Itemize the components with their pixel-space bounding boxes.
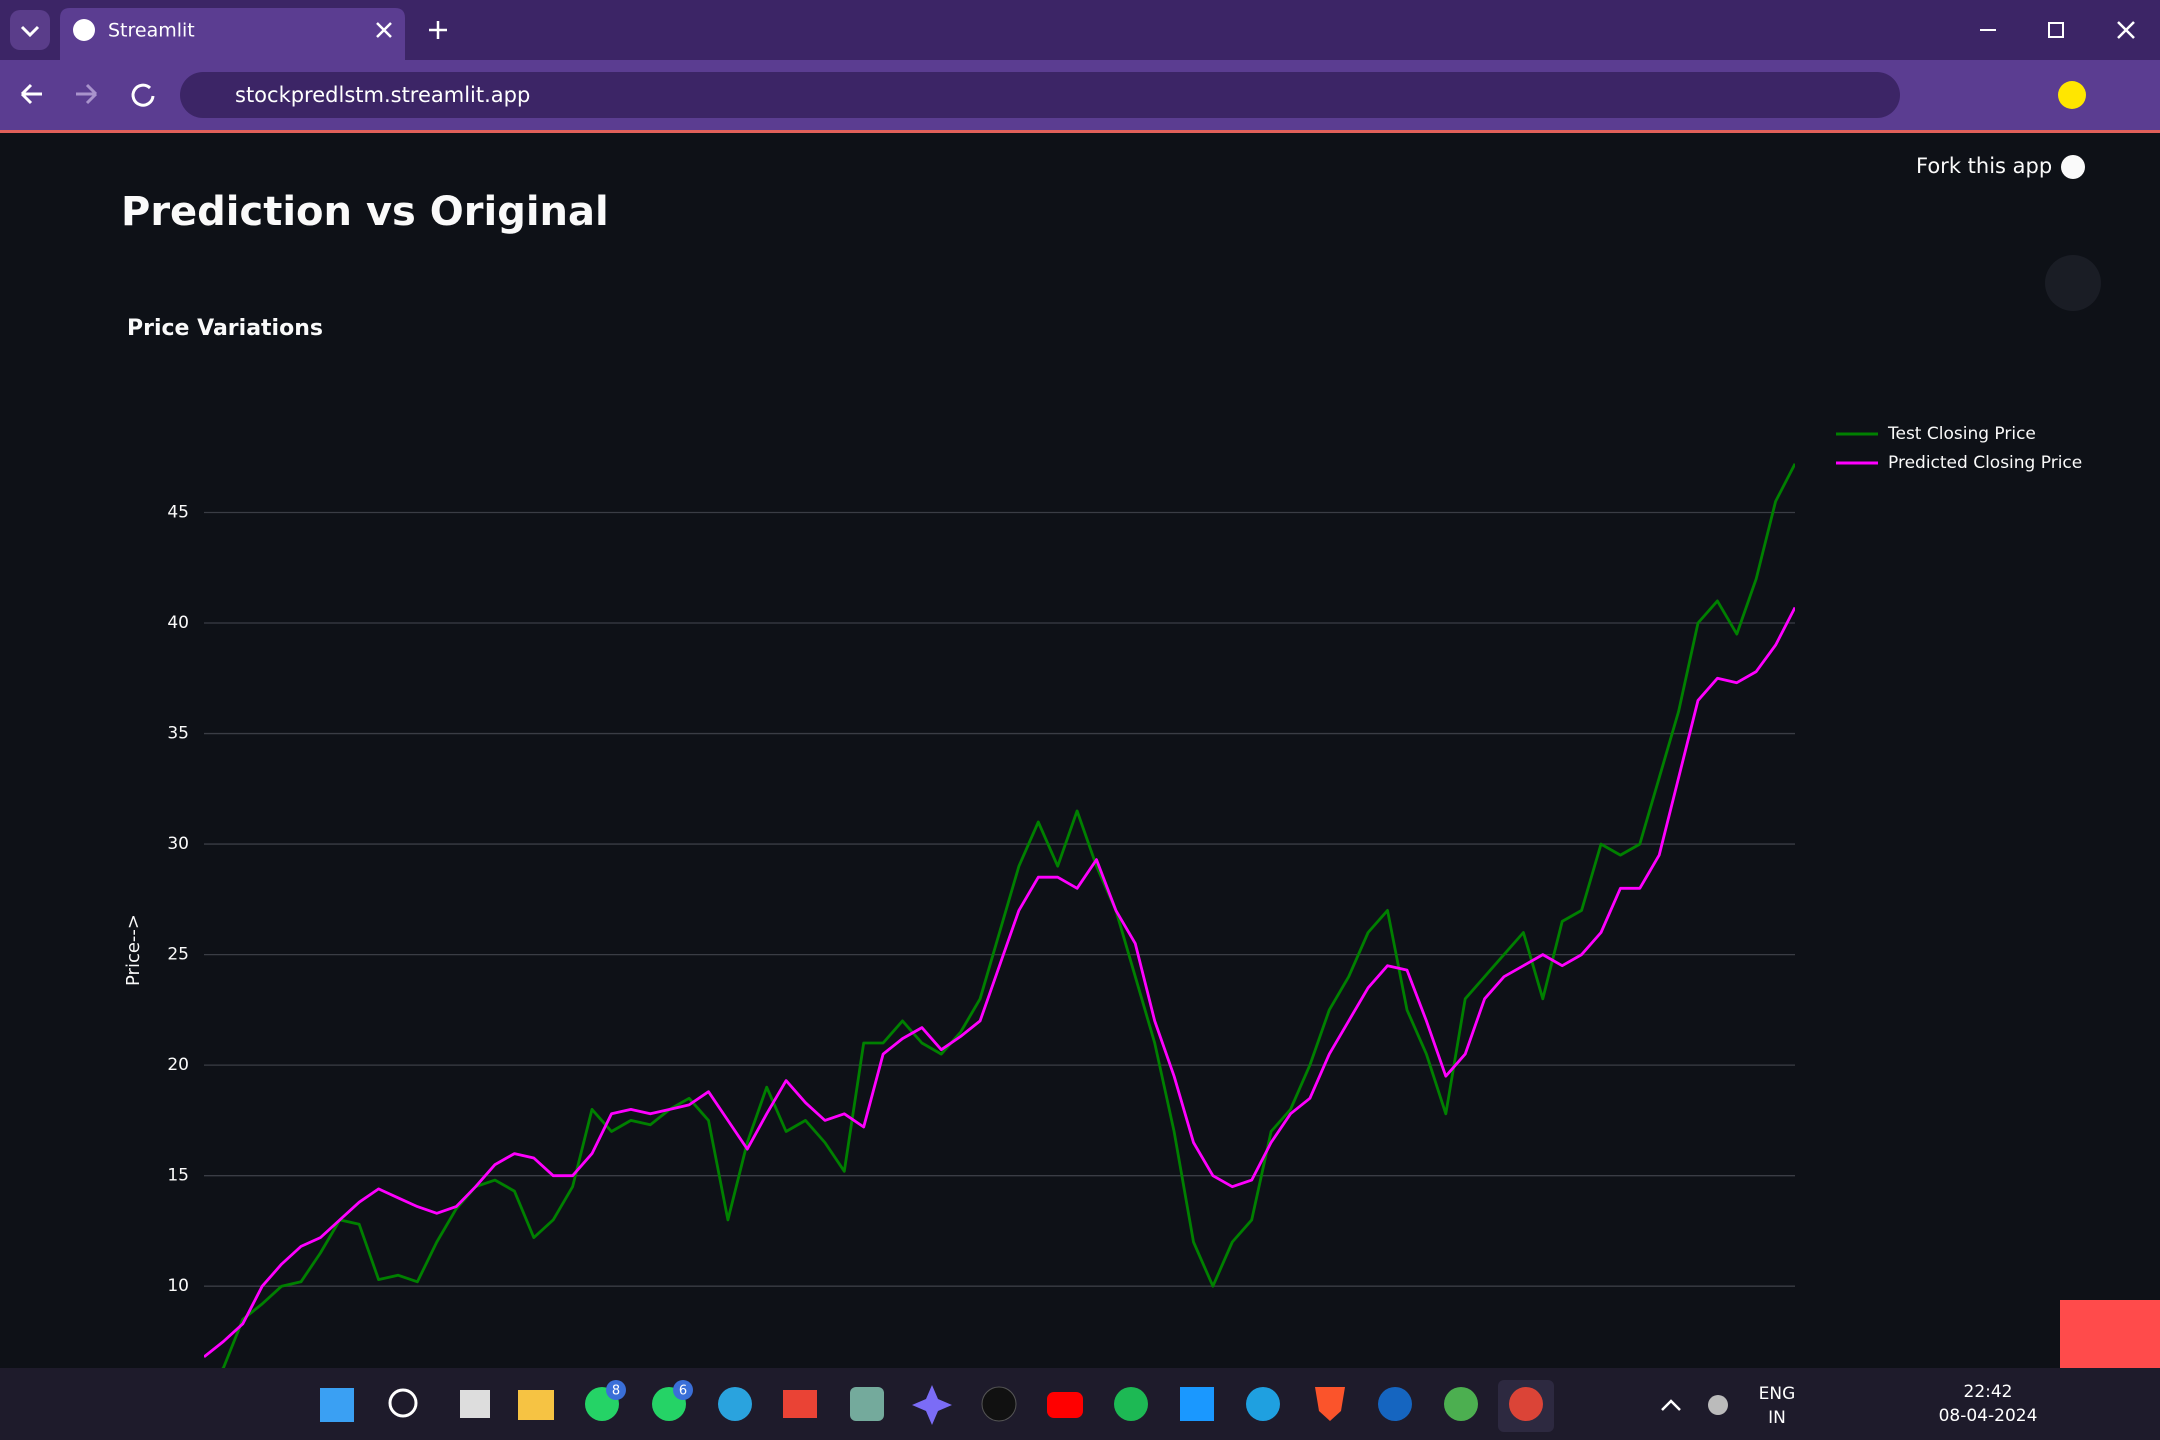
youtube[interactable] xyxy=(1047,1392,1083,1418)
back[interactable] xyxy=(20,83,42,105)
region[interactable]: IN xyxy=(1768,1408,1786,1428)
y-tick-label: 35 xyxy=(167,724,189,744)
y-axis-label: Price--> xyxy=(123,914,144,986)
clock-time[interactable]: 22:42 xyxy=(1964,1382,2013,1402)
tab-title: Streamlit xyxy=(108,20,195,42)
profile[interactable] xyxy=(2058,81,2086,109)
chrome-active[interactable] xyxy=(1509,1387,1543,1421)
explorer[interactable] xyxy=(518,1390,554,1420)
y-tick-label: 20 xyxy=(167,1055,189,1075)
y-tick-label: 30 xyxy=(167,834,189,854)
fullscreen-button[interactable] xyxy=(2045,255,2101,311)
close-window[interactable] xyxy=(2117,21,2135,39)
spotify[interactable] xyxy=(1114,1387,1148,1421)
y-tick-label: 40 xyxy=(167,613,189,633)
tray-arrow[interactable] xyxy=(1661,1399,1681,1411)
badge xyxy=(606,1380,626,1400)
legend-label: Predicted Closing Price xyxy=(1888,453,2082,473)
plot: 10 15 20 25 30 35 40 45 Test Closing Price Predic… xyxy=(167,424,2082,1368)
app-topline xyxy=(0,130,2160,133)
chatgpt[interactable] xyxy=(850,1387,884,1421)
y-tick-label: 10 xyxy=(167,1276,189,1296)
gmail[interactable] xyxy=(783,1390,817,1418)
clock-date[interactable]: 08-04-2024 xyxy=(1939,1406,2038,1426)
perplexity[interactable] xyxy=(981,1386,1017,1422)
address-bar[interactable] xyxy=(180,72,1900,118)
legend-label: Test Closing Price xyxy=(1887,424,2036,444)
streamlit-badge[interactable] xyxy=(2060,1300,2160,1368)
telegram[interactable] xyxy=(718,1387,752,1421)
line-series xyxy=(204,606,1795,1358)
tab-menu[interactable] xyxy=(10,10,50,50)
edge[interactable] xyxy=(1246,1387,1280,1421)
task-view[interactable] xyxy=(460,1390,490,1418)
chart-title: Price Variations xyxy=(127,316,323,341)
fork-link[interactable]: Fork this app xyxy=(1916,154,2052,178)
reload[interactable] xyxy=(131,83,155,107)
gemini[interactable] xyxy=(912,1385,952,1425)
taskbar-icons: 8 6 xyxy=(320,1380,1728,1432)
tab-icon xyxy=(73,19,95,41)
forward[interactable] xyxy=(76,83,98,105)
badge-count: 6 xyxy=(679,1384,687,1399)
chevron xyxy=(20,25,40,38)
url: stockpredlstm.streamlit.app xyxy=(235,83,530,107)
page-header: Prediction vs Original xyxy=(121,189,609,235)
tab[interactable] xyxy=(60,8,405,60)
new-tab[interactable] xyxy=(429,21,447,39)
tab-close[interactable] xyxy=(376,22,392,38)
start[interactable] xyxy=(320,1388,354,1422)
brave[interactable] xyxy=(1315,1387,1345,1421)
chrome[interactable] xyxy=(1444,1387,1478,1421)
badge xyxy=(673,1380,693,1400)
y-tick-label: 15 xyxy=(167,1166,189,1186)
github-icon[interactable] xyxy=(2061,155,2085,179)
badge-count: 8 xyxy=(612,1384,620,1399)
prime-video[interactable] xyxy=(1180,1387,1214,1421)
cloud[interactable] xyxy=(1708,1395,1728,1415)
y-tick-label: 25 xyxy=(167,945,189,965)
app-c[interactable] xyxy=(1378,1387,1412,1421)
restore[interactable] xyxy=(2048,22,2064,38)
search[interactable] xyxy=(388,1388,418,1418)
lang[interactable]: ENG xyxy=(1759,1384,1796,1404)
line-series xyxy=(221,463,1795,1368)
y-tick-label: 45 xyxy=(167,502,189,522)
